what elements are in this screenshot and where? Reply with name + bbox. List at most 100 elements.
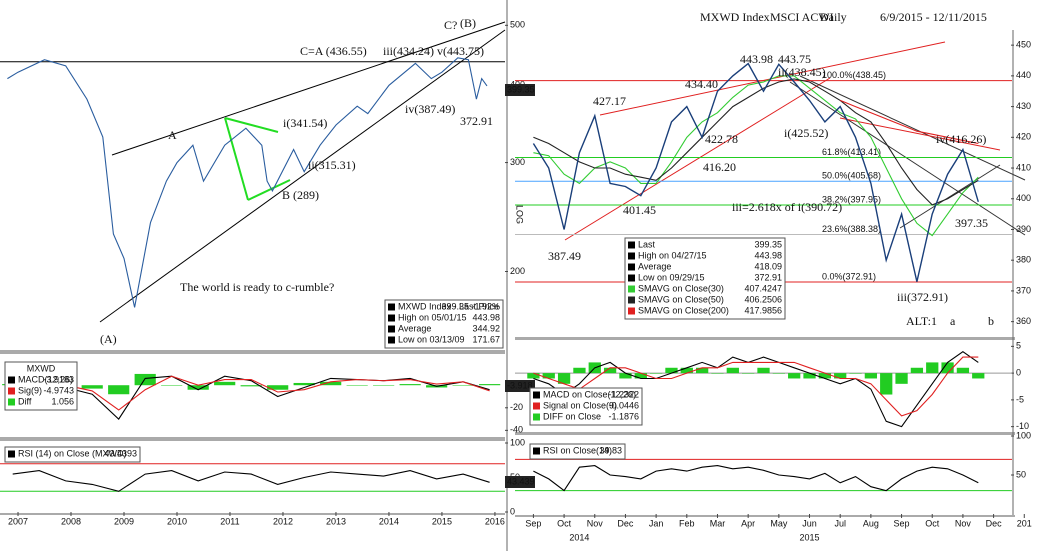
histogram-bar: [187, 385, 209, 390]
x-tick-label: Aug: [863, 518, 879, 528]
legend-value: 443.98: [754, 250, 782, 260]
y-tick-label: -20: [510, 402, 523, 412]
x-group-label: 2015: [800, 532, 820, 542]
histogram-bar: [956, 367, 970, 374]
legend-swatch: [388, 314, 395, 322]
legend-value: -0.0446: [608, 400, 639, 410]
histogram-bar: [452, 385, 474, 386]
x-tick-label: Nov: [587, 518, 604, 528]
price-tag-label: 43.439: [507, 476, 535, 486]
price-tag-label: 399.35: [507, 84, 535, 94]
histogram-bar: [665, 367, 678, 374]
trendline: [99, 29, 506, 323]
annotation: iv(387.49): [405, 102, 455, 116]
x-tick-label: 201: [1017, 518, 1032, 528]
y-tick-label: 360: [1016, 316, 1031, 326]
legend-name: MXWD Index - Last Price: [398, 301, 499, 311]
header-text: 6/9/2015 - 12/11/2015: [880, 10, 987, 24]
legend-value: -4.9743: [43, 385, 74, 395]
annotation: v(443.75): [437, 44, 484, 58]
trendline: [899, 164, 1001, 229]
x-tick-label: Jul: [834, 518, 846, 528]
histogram-bar: [214, 381, 236, 386]
y-tick-label: 430: [1016, 101, 1031, 111]
series-line: [533, 356, 979, 417]
x-tick-label: Dec: [617, 518, 634, 528]
legend-name: Diff: [18, 396, 32, 406]
y-tick-label: 410: [1016, 162, 1031, 172]
legend-value: 39.83: [599, 445, 622, 455]
histogram-bar: [895, 373, 908, 384]
histogram-bar: [711, 373, 724, 374]
legend-swatch: [628, 241, 635, 249]
x-tick-label: Oct: [925, 518, 940, 528]
separator: [515, 337, 1015, 340]
histogram-bar: [649, 373, 663, 374]
legend-name: High on 04/27/15: [638, 250, 707, 260]
y-tick-label: 380: [1016, 255, 1031, 265]
trendline: [224, 117, 249, 201]
annotation: 443.75: [778, 52, 811, 66]
y-tick-label: -5: [1016, 394, 1024, 404]
histogram-bar: [941, 362, 954, 374]
annotation: C=A (436.55): [300, 44, 367, 58]
legend-value: 407.4247: [744, 283, 782, 293]
y-tick-label: 5: [1016, 341, 1021, 351]
histogram-bar: [742, 373, 755, 374]
y-tick-label: 300: [510, 157, 525, 167]
legend-swatch: [628, 263, 635, 271]
legend-swatch: [533, 402, 540, 410]
series-line: [12, 470, 490, 492]
separator: [515, 432, 1015, 435]
y-tick-label: 50: [1016, 469, 1026, 479]
annotation: a: [950, 314, 956, 328]
trendline: [789, 81, 1026, 236]
legend-name: MACD(12,26): [18, 374, 73, 384]
price-tag: [505, 84, 535, 96]
histogram-bar: [757, 367, 770, 374]
y-tick-label: 100: [1016, 430, 1031, 440]
legend-box: [4, 446, 141, 463]
annotation: iii=2.618x of i(390.72): [732, 200, 842, 214]
price-tag: [505, 380, 535, 392]
y-tick-label: 370: [1016, 285, 1031, 295]
legend-value: 399.35: [754, 239, 782, 249]
histogram-bar: [634, 373, 647, 379]
y-tick-label: 420: [1016, 132, 1031, 142]
histogram-bar: [788, 373, 801, 379]
annotation: ii(315.31): [308, 158, 356, 172]
trendline: [564, 77, 831, 241]
price-tag-label: -3.918: [507, 380, 533, 390]
separator: [0, 437, 505, 441]
legend-value: -1.2322: [608, 389, 639, 399]
legend-box: [529, 443, 626, 460]
legend-value: 43.4393: [104, 448, 137, 458]
annotation: iii(372.91): [897, 290, 948, 304]
y-tick-label: 440: [1016, 70, 1031, 80]
x-tick-label: Oct: [557, 518, 572, 528]
histogram-bar: [834, 373, 847, 379]
x-tick-label: Dec: [986, 518, 1003, 528]
series-line: [533, 465, 979, 492]
x-tick-label: 2008: [61, 516, 81, 526]
annotation: b: [988, 314, 994, 328]
series-line: [7, 57, 488, 308]
y-tick-label: 500: [510, 20, 525, 30]
histogram-bar: [557, 373, 571, 384]
y-tick-label: 0: [1016, 367, 1021, 377]
annotation: (A): [100, 332, 117, 346]
x-tick-label: 2011: [220, 516, 239, 526]
histogram-bar: [373, 385, 395, 386]
x-tick-label: Feb: [679, 518, 695, 528]
histogram-bar: [81, 385, 103, 389]
histogram-bar: [910, 367, 924, 374]
legend-swatch: [533, 413, 540, 421]
level-label: 38.2%(397.95): [822, 194, 881, 204]
legend-swatch: [388, 325, 395, 333]
legend-value: -1.1876: [608, 411, 639, 421]
x-group-label: 2014: [569, 532, 589, 542]
annotation: 434.40: [685, 77, 718, 91]
x-tick-label: 2012: [273, 516, 293, 526]
legend-value: 171.67: [472, 334, 500, 344]
series-line: [533, 351, 979, 428]
